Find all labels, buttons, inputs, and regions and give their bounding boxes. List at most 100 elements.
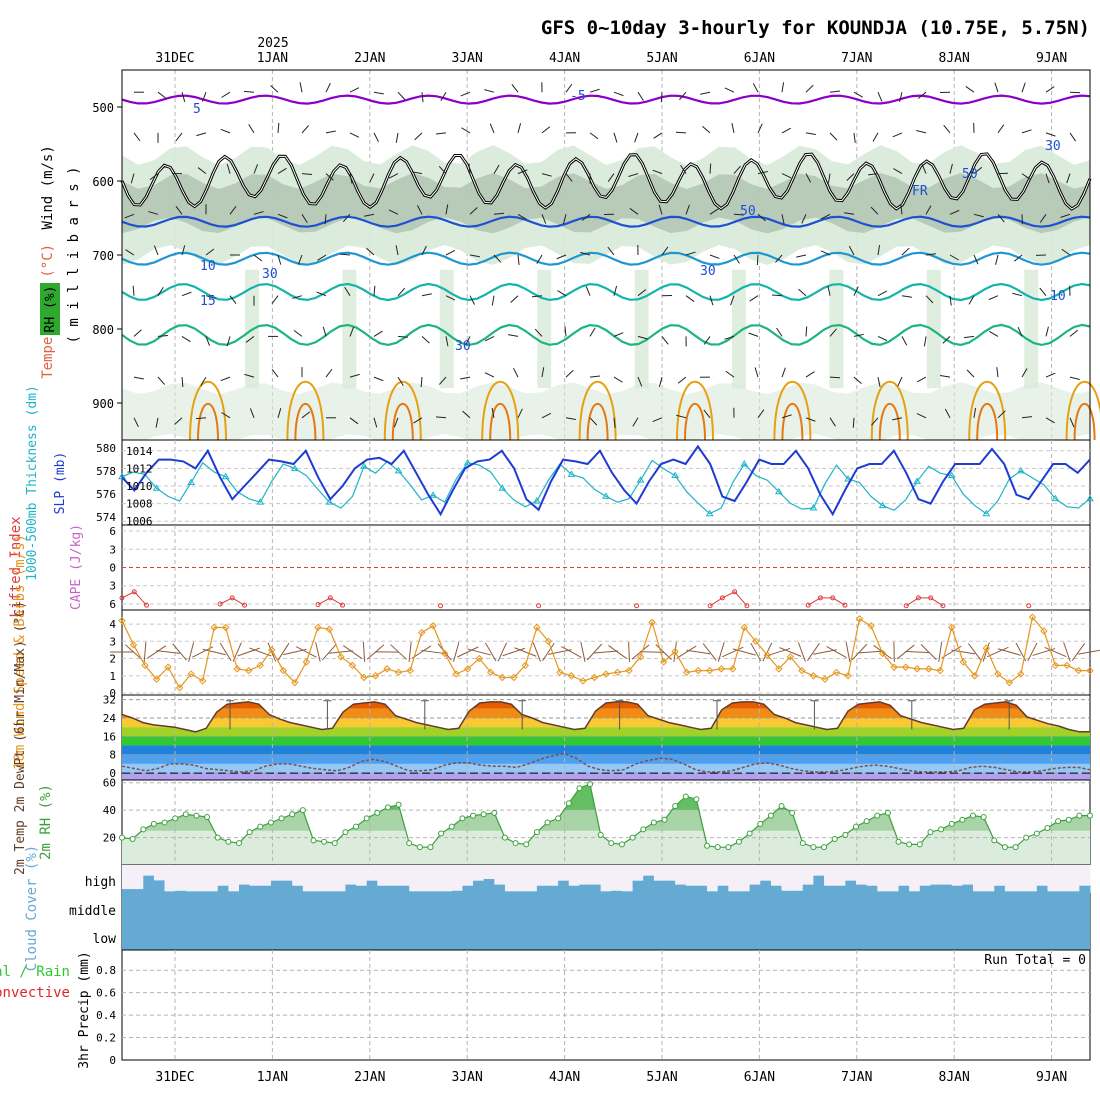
wind-barb [589,88,600,93]
clear-sky-bar [898,865,910,886]
wind-barb [700,91,711,95]
rh-marker [342,829,349,836]
clear-sky-bar [728,865,740,892]
thickness-marker [360,462,368,469]
wind-barb [997,648,1021,656]
lifted-index-line [807,597,846,606]
wind-tick-label: 0 [109,687,116,700]
wind-barb [589,375,600,378]
wind-barb [652,169,663,175]
wind-barb [226,336,231,347]
thickness-marker [1016,466,1025,474]
rh-marker [331,840,338,847]
bottom-day-label: 6JAN [744,1070,775,1085]
lifted-index-marker [805,602,811,608]
clear-sky-bar [536,865,548,886]
wind-barb [349,132,360,138]
wind-speed-marker [510,673,518,682]
wind-barb [826,645,847,659]
wind-barb [438,376,447,385]
high-cloud-bar [749,884,761,893]
wind-label: Wind (m/s) [40,145,56,229]
wind-barb [796,254,807,258]
wind-barb [468,163,471,174]
wind-barb [237,647,260,657]
high-cloud-bar [983,891,995,893]
thickness-marker [705,509,714,517]
clear-sky-bar [419,865,431,892]
wind-barb [188,642,195,662]
wind-barb [877,376,881,387]
wind-barb [229,206,237,215]
rh-marker [884,809,891,816]
top-day-label: 2JAN [354,51,385,66]
high-cloud-bar [196,891,208,893]
rh-marker [278,815,285,822]
wind-speed-marker [1051,661,1060,670]
clear-sky-bar [941,865,953,885]
wind-barb [565,369,574,378]
high-cloud-bar [270,880,283,893]
wind-barb [709,254,720,259]
wind-barb [679,91,687,101]
wind-barb [724,335,735,340]
wind-barb [797,642,806,662]
high-cloud-bar [313,891,325,893]
high-cloud-bar [419,891,431,893]
wind-speed-marker [717,665,725,673]
wind-barb [820,213,831,220]
wind-barb [1066,173,1071,184]
rh-marker [906,841,913,848]
rh-marker [289,811,296,818]
wind-barb [966,369,975,378]
precip-tick-label: 0.4 [96,1009,116,1022]
wind-speed-marker [533,623,541,632]
wind-barb [589,417,598,426]
wind-barb [685,295,695,302]
wind-barb [277,642,290,662]
wind-barb [325,173,334,181]
wind-barb [892,132,903,138]
wind-barb [1045,173,1050,184]
high-cloud-bar [1047,891,1059,893]
precip-axis-label: 3hr Precip (mm) [77,951,92,1068]
wind-barb [709,208,719,215]
pressure-tick-label: 700 [92,249,114,263]
wind-barb [685,204,690,215]
rh-marker [959,816,966,823]
wind-barb [397,91,406,100]
slp-tick-label: 1008 [126,498,153,511]
rh-marker [1001,844,1008,851]
rh-marker [969,812,976,819]
rh-marker [735,838,742,845]
rh-marker [491,809,498,816]
clear-sky-bar [1047,865,1059,892]
wind-barb [943,124,951,134]
wind-barb [1021,82,1026,93]
high-cloud-bar [770,885,783,893]
wind-speed-marker [394,668,403,677]
lifted-index-marker [915,595,921,601]
wind-barb [301,214,308,224]
high-cloud-bar [909,891,921,893]
high-cloud-bar [728,891,740,893]
lifted-index-marker [719,595,725,601]
lifted-index-marker [928,595,934,601]
wind-barb [752,83,759,93]
wind-barb [628,173,639,178]
contour-label: 10 [200,259,216,274]
wind-barb [373,376,384,382]
temp-tick-label: 32 [103,694,116,707]
wind-barb [805,84,814,93]
wind-barb [680,164,687,174]
rh-legend-label: RH (%) [43,286,58,333]
isotherm-30-lobe [684,403,706,441]
wind-barb [1069,91,1081,94]
wind-barb [469,207,478,215]
wind-barb [491,407,495,418]
high-cloud-bar [738,891,751,893]
wind-barb [565,417,576,421]
wind-barb [556,254,567,260]
wind-barb [133,376,144,380]
